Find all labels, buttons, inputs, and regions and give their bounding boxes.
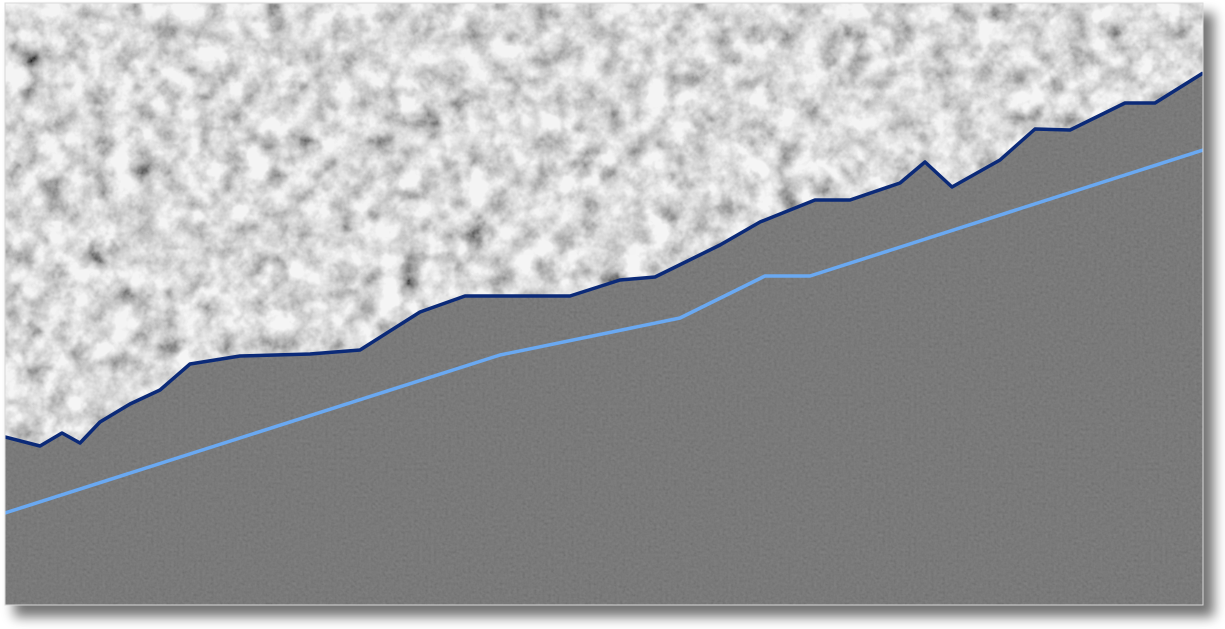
coastline-traced (5, 71, 1203, 448)
image (5, 3, 1203, 605)
frame-border (4, 2, 1204, 606)
coastline-simplified (5, 148, 1203, 515)
